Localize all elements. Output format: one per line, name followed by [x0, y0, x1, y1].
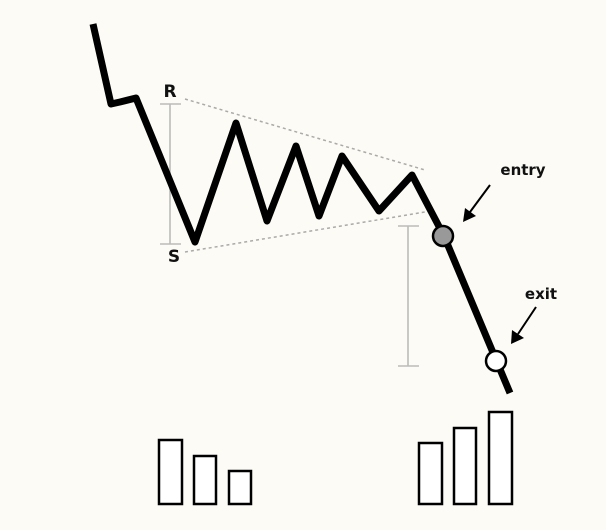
resistance-label: R	[163, 82, 176, 102]
exit-arrow	[511, 306, 537, 344]
volume-bars-breakdown	[417, 410, 514, 506]
exit-marker	[484, 349, 508, 373]
price-line	[89, 23, 514, 395]
volume-bar	[452, 426, 478, 506]
entry-label: entry	[500, 161, 545, 179]
price-target-projection-marker	[398, 225, 419, 367]
entry-arrow	[463, 184, 491, 222]
entry-marker	[431, 224, 455, 248]
volume-bars-consolidation	[157, 438, 253, 506]
volume-bar	[192, 454, 218, 506]
volume-bar	[417, 441, 444, 506]
support-label: S	[168, 247, 180, 267]
volume-bar	[487, 410, 514, 506]
volume-bar	[227, 469, 253, 506]
exit-label: exit	[525, 285, 557, 303]
volume-bar	[157, 438, 184, 506]
support-trendline	[184, 211, 426, 253]
